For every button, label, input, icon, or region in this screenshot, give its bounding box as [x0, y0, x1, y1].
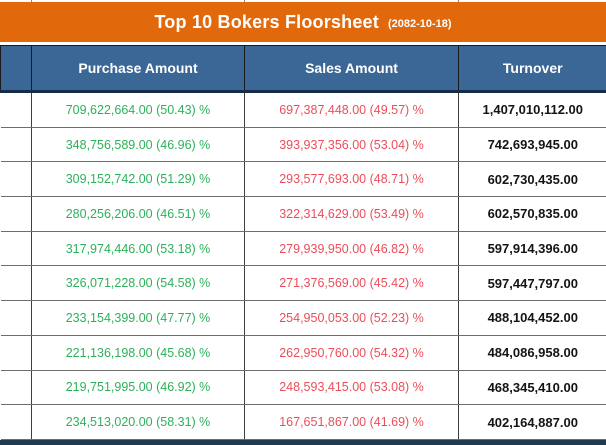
- purchase-cell: 326,071,228.00 (54.58) %: [32, 266, 245, 301]
- sales-cell: 254,950,053.00 (52.23) %: [245, 301, 459, 336]
- sales-cell: 393,937,356.00 (53.04) %: [245, 127, 459, 162]
- sales-cell: 262,950,760.00 (54.32) %: [245, 335, 459, 370]
- sales-cell: 279,939,950.00 (46.82) %: [245, 231, 459, 266]
- sales-cell: 293,577,693.00 (48.71) %: [245, 162, 459, 197]
- title-bar: Top 10 Bokers Floorsheet (2082-10-18): [0, 2, 606, 42]
- purchase-cell: 280,256,206.00 (46.51) %: [32, 197, 245, 232]
- turnover-cell: 1,407,010,112.00: [459, 92, 606, 128]
- table-row: 709,622,664.00 (50.43) %697,387,448.00 (…: [1, 92, 606, 128]
- turnover-cell: 468,345,410.00: [459, 370, 606, 405]
- purchase-cell: 709,622,664.00 (50.43) %: [32, 92, 245, 128]
- blank-cell: [1, 301, 32, 336]
- purchase-cell: 348,756,589.00 (46.96) %: [32, 127, 245, 162]
- turnover-cell: 488,104,452.00: [459, 301, 606, 336]
- table-row: 280,256,206.00 (46.51) %322,314,629.00 (…: [1, 197, 606, 232]
- blank-cell: [1, 197, 32, 232]
- turnover-cell: 484,086,958.00: [459, 335, 606, 370]
- floorsheet-widget: Top 10 Bokers Floorsheet (2082-10-18) Pu…: [0, 0, 606, 409]
- blank-cell: [1, 162, 32, 197]
- table-row: 348,756,589.00 (46.96) %393,937,356.00 (…: [1, 127, 606, 162]
- floorsheet-table: Purchase Amount Sales Amount Turnover 70…: [0, 45, 606, 440]
- table-row: 326,071,228.00 (54.58) %271,376,569.00 (…: [1, 266, 606, 301]
- title-date: (2082-10-18): [388, 14, 452, 30]
- sales-cell: 167,651,867.00 (41.69) %: [245, 405, 459, 440]
- purchase-cell: 234,513,020.00 (58.31) %: [32, 405, 245, 440]
- table-row: 219,751,995.00 (46.92) %248,593,415.00 (…: [1, 370, 606, 405]
- purchase-cell: 317,974,446.00 (53.18) %: [32, 231, 245, 266]
- table-body: 709,622,664.00 (50.43) %697,387,448.00 (…: [1, 92, 606, 440]
- blank-cell: [1, 335, 32, 370]
- sales-cell: 322,314,629.00 (53.49) %: [245, 197, 459, 232]
- turnover-cell: 602,730,435.00: [459, 162, 606, 197]
- header-turnover: Turnover: [459, 46, 606, 92]
- turnover-cell: 402,164,887.00: [459, 405, 606, 440]
- turnover-cell: 602,570,835.00: [459, 197, 606, 232]
- turnover-cell: 597,914,396.00: [459, 231, 606, 266]
- blank-cell: [1, 370, 32, 405]
- header-sales-amount: Sales Amount: [245, 46, 459, 92]
- table-row: 234,513,020.00 (58.31) %167,651,867.00 (…: [1, 405, 606, 440]
- table-row: 233,154,399.00 (47.77) %254,950,053.00 (…: [1, 301, 606, 336]
- page-title: Top 10 Bokers Floorsheet: [154, 12, 379, 33]
- gridline-mark: [31, 0, 32, 2]
- purchase-cell: 221,136,198.00 (45.68) %: [32, 335, 245, 370]
- blank-cell: [1, 405, 32, 440]
- table-row: 309,152,742.00 (51.29) %293,577,693.00 (…: [1, 162, 606, 197]
- table-row: 221,136,198.00 (45.68) %262,950,760.00 (…: [1, 335, 606, 370]
- header-row: Purchase Amount Sales Amount Turnover: [1, 46, 606, 92]
- blank-cell: [1, 266, 32, 301]
- footer-bar: [0, 440, 606, 445]
- turnover-cell: 597,447,797.00: [459, 266, 606, 301]
- gridline-mark: [458, 0, 459, 2]
- purchase-cell: 233,154,399.00 (47.77) %: [32, 301, 245, 336]
- top-crop-sliver: [0, 0, 606, 2]
- blank-cell: [1, 92, 32, 128]
- blank-cell: [1, 231, 32, 266]
- sales-cell: 271,376,569.00 (45.42) %: [245, 266, 459, 301]
- sales-cell: 697,387,448.00 (49.57) %: [245, 92, 459, 128]
- blank-cell: [1, 127, 32, 162]
- turnover-cell: 742,693,945.00: [459, 127, 606, 162]
- purchase-cell: 219,751,995.00 (46.92) %: [32, 370, 245, 405]
- header-purchase-amount: Purchase Amount: [32, 46, 245, 92]
- table-row: 317,974,446.00 (53.18) %279,939,950.00 (…: [1, 231, 606, 266]
- header-blank: [1, 46, 32, 92]
- purchase-cell: 309,152,742.00 (51.29) %: [32, 162, 245, 197]
- gridline-mark: [244, 0, 245, 2]
- sales-cell: 248,593,415.00 (53.08) %: [245, 370, 459, 405]
